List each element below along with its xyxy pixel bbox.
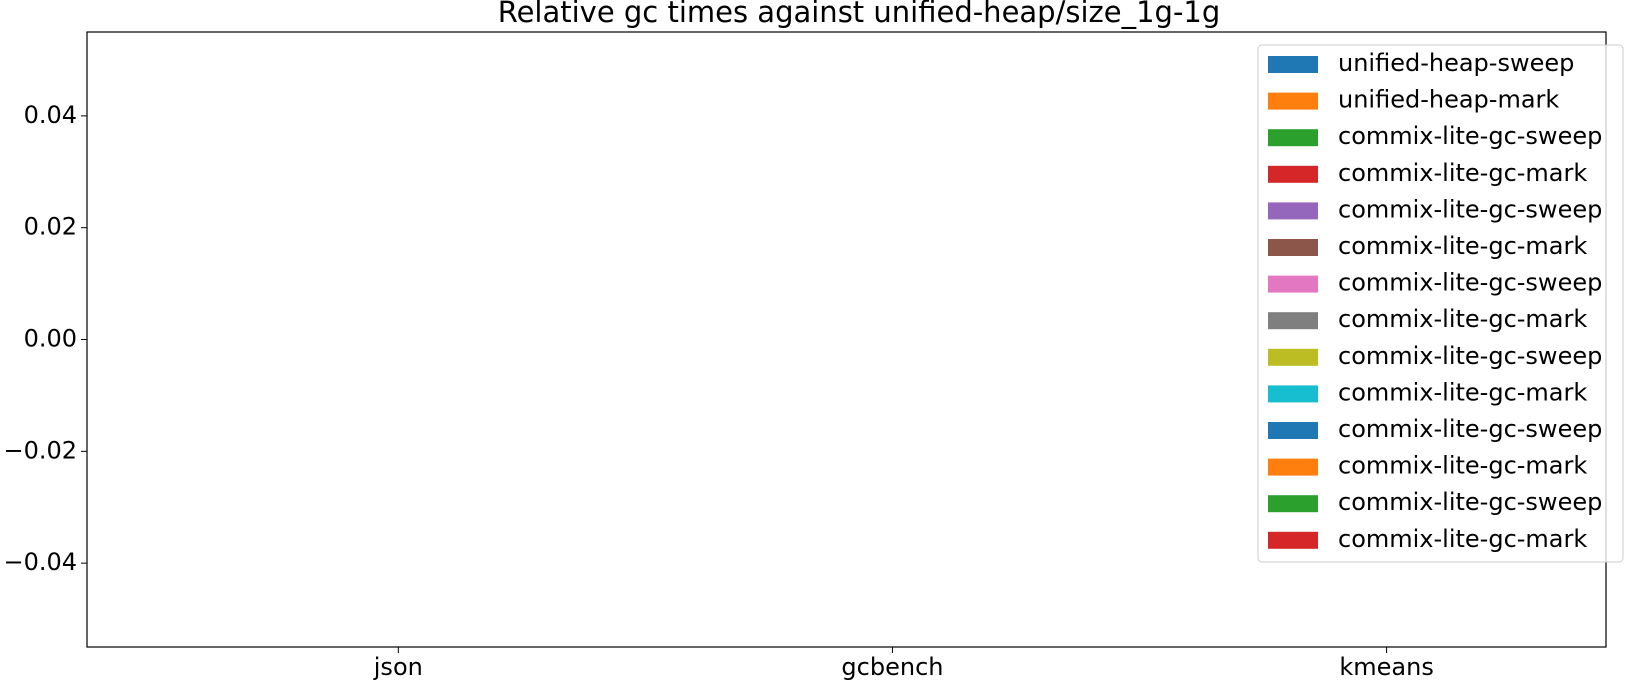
legend-label: commix-lite-gc-sweep (1338, 195, 1602, 223)
legend-swatch (1268, 495, 1318, 513)
x-tick-label: gcbench (841, 653, 943, 681)
x-tick-label: kmeans (1339, 653, 1433, 681)
legend-label: commix-lite-gc-sweep (1338, 269, 1602, 297)
legend-label: commix-lite-gc-mark (1338, 232, 1587, 260)
y-tick-label: −0.02 (3, 436, 77, 464)
legend-swatch (1268, 56, 1318, 73)
legend-label: commix-lite-gc-sweep (1338, 488, 1602, 516)
legend-label: commix-lite-gc-sweep (1338, 342, 1602, 370)
legend-swatch (1268, 458, 1318, 476)
legend-swatch (1268, 129, 1318, 147)
legend-label: commix-lite-gc-sweep (1338, 415, 1602, 443)
y-tick-label: 0.00 (24, 325, 77, 353)
legend-swatch (1268, 239, 1318, 256)
legend-label: commix-lite-gc-mark (1338, 525, 1587, 553)
y-tick-label: 0.04 (24, 101, 77, 129)
legend-swatch (1268, 385, 1318, 403)
legend-swatch (1268, 275, 1318, 293)
legend-swatch (1268, 92, 1318, 110)
legend-label: commix-lite-gc-mark (1338, 452, 1587, 480)
legend-label: commix-lite-gc-mark (1338, 305, 1587, 333)
legend-swatch (1268, 422, 1318, 439)
y-tick-label: −0.04 (3, 548, 77, 576)
legend-label: unified-heap-mark (1338, 86, 1559, 114)
legend-swatch (1268, 348, 1318, 366)
legend-label: unified-heap-sweep (1338, 49, 1574, 77)
legend-label: commix-lite-gc-mark (1338, 159, 1587, 187)
chart-title: Relative gc times against unified-heap/s… (498, 0, 1221, 29)
legend-label: commix-lite-gc-sweep (1338, 122, 1602, 150)
y-tick-label: 0.02 (24, 213, 77, 241)
legend-label: commix-lite-gc-mark (1338, 378, 1587, 406)
x-tick-label: json (373, 653, 423, 681)
legend-swatch (1268, 202, 1318, 220)
legend-swatch (1268, 531, 1318, 549)
legend-swatch (1268, 165, 1318, 183)
legend-swatch (1268, 312, 1318, 330)
legend-box (1257, 44, 1624, 563)
